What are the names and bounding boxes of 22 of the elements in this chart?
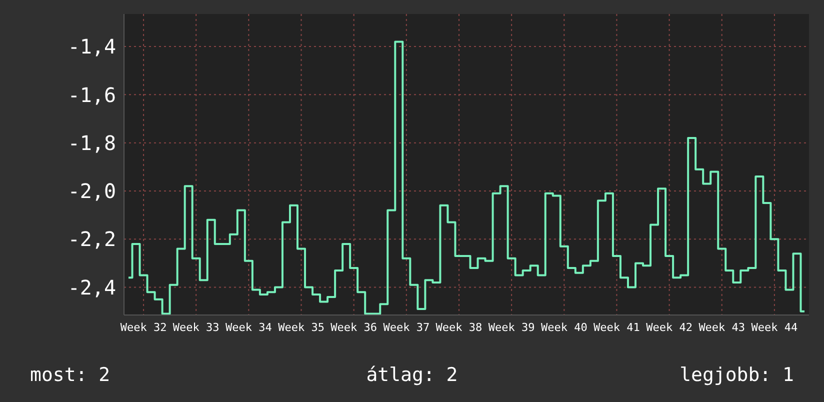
y-tick-label: -2,4 [68,275,116,300]
y-tick-label: -2,0 [68,179,116,204]
x-tick-label: Week 43 [698,320,746,334]
text: legjobb: 1 [680,364,794,386]
x-tick-label: Week 37 [383,320,430,334]
y-tick-label: -1,8 [68,130,116,155]
y-tick-label: -1,4 [68,34,116,59]
y-tick-label: -2,2 [68,227,116,252]
x-tick-label: Week 34 [226,320,272,334]
x-tick-label: Week 41 [594,320,640,334]
x-tick-label: Week 39 [488,320,535,334]
x-tick-label: Week 35 [278,320,324,334]
x-tick-label: Week 44 [751,320,798,334]
x-tick-label: Week 42 [646,320,692,334]
text: átlag: 2 [366,364,458,386]
x-tick-label: Week 40 [540,320,588,334]
x-tick-label: Week 33 [172,320,220,334]
x-tick-label: Week 38 [436,320,482,334]
x-tick-label: Week 36 [330,320,378,334]
x-tick-label: Week 32 [120,320,167,334]
text: most: 2 [30,364,110,386]
y-tick-label: -1,6 [68,82,116,107]
